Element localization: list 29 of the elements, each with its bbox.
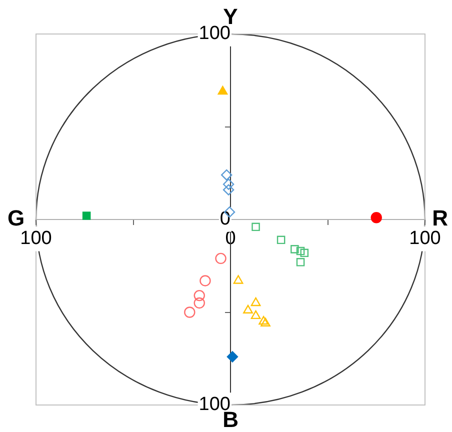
point xyxy=(194,290,205,302)
point xyxy=(226,351,238,362)
point xyxy=(250,297,261,306)
point xyxy=(222,178,234,190)
point xyxy=(252,222,260,232)
point xyxy=(296,258,305,266)
point xyxy=(260,318,270,326)
point xyxy=(258,316,268,325)
point xyxy=(200,275,211,286)
point xyxy=(82,212,91,220)
point xyxy=(276,236,286,244)
point xyxy=(300,248,309,258)
point xyxy=(215,252,226,264)
point xyxy=(233,275,244,284)
text: R xyxy=(432,206,448,231)
x-tick-label: 100 xyxy=(20,228,52,250)
point xyxy=(221,169,232,181)
point xyxy=(296,246,305,256)
point xyxy=(250,310,261,320)
point xyxy=(184,306,196,318)
point xyxy=(243,304,253,314)
point xyxy=(218,86,228,95)
x-tick-label: 100 xyxy=(409,228,441,250)
point xyxy=(370,212,382,224)
point xyxy=(290,245,299,254)
point xyxy=(222,184,234,196)
y-tick-label: 0 xyxy=(220,208,230,230)
text: G xyxy=(7,206,25,231)
point xyxy=(194,297,205,309)
